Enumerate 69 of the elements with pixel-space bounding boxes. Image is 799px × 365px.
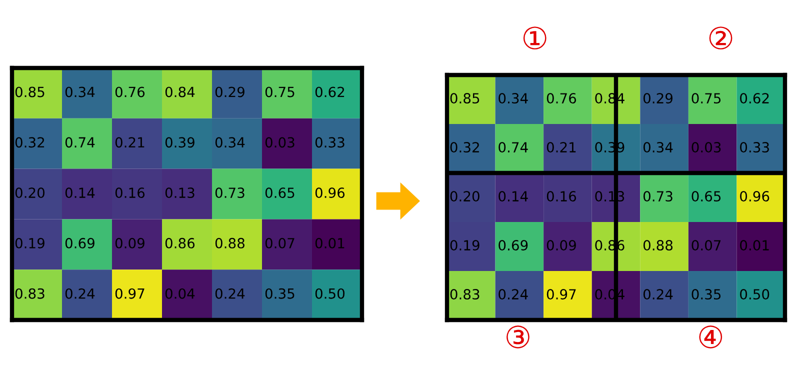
- text: ④: [699, 325, 722, 348]
- data-label: 0.19: [450, 240, 480, 251]
- data-label: 0.09: [115, 238, 144, 248]
- data-label: 0.13: [165, 188, 194, 198]
- data-label: 0.83: [450, 289, 480, 300]
- data-label: 0.97: [115, 288, 144, 299]
- data-label: 0.69: [498, 240, 528, 251]
- data-label: 0.14: [498, 191, 528, 202]
- data-label: 0.20: [15, 188, 44, 198]
- text: ①: [523, 26, 546, 50]
- data-label: 0.19: [15, 238, 44, 248]
- data-label: 0.69: [65, 238, 94, 248]
- data-label: 0.76: [115, 86, 145, 98]
- data-label: 0.35: [265, 288, 294, 299]
- data-label: 0.33: [315, 137, 344, 148]
- text: ②: [709, 26, 732, 50]
- data-label: 0.07: [265, 238, 294, 248]
- data-label: 0.24: [215, 288, 245, 299]
- data-label: 0.88: [643, 240, 673, 251]
- data-label: 0.03: [265, 137, 294, 148]
- data-label: 0.75: [265, 86, 294, 98]
- text: ③: [506, 325, 530, 348]
- data-label: 0.74: [498, 142, 528, 153]
- data-label: 0.04: [165, 288, 195, 299]
- data-label: 0.88: [215, 238, 244, 248]
- data-label: 0.03: [692, 142, 721, 153]
- data-label: 0.34: [643, 142, 673, 153]
- data-label: 0.01: [315, 238, 344, 248]
- data-label: 0.96: [740, 191, 770, 202]
- data-label: 0.86: [165, 238, 195, 248]
- data-label: 0.07: [692, 240, 721, 251]
- data-label: 0.50: [740, 289, 770, 300]
- data-label: 0.33: [740, 142, 769, 153]
- data-label: 0.29: [643, 93, 673, 104]
- data-label: 0.34: [215, 137, 245, 148]
- data-label: 0.75: [692, 93, 721, 104]
- data-label: 0.73: [643, 191, 672, 202]
- data-label: 0.97: [546, 289, 576, 300]
- data-label: 0.20: [450, 191, 480, 202]
- data-label: 0.16: [115, 188, 145, 198]
- data-label: 0.35: [692, 289, 721, 300]
- data-label: 0.62: [740, 93, 769, 104]
- data-label: 0.85: [15, 86, 44, 98]
- data-label: 0.73: [215, 188, 244, 198]
- data-label: 0.21: [115, 137, 144, 148]
- data-label: 0.96: [315, 188, 345, 198]
- data-label: 0.32: [15, 137, 44, 148]
- data-label: 0.34: [65, 86, 95, 98]
- data-label: 0.76: [546, 93, 576, 104]
- data-label: 0.50: [315, 288, 344, 299]
- data-label: 0.21: [546, 142, 576, 153]
- data-label: 0.16: [546, 191, 576, 202]
- data-label: 0.83: [15, 288, 44, 299]
- data-label: 0.65: [265, 188, 294, 198]
- data-label: 0.85: [450, 93, 480, 104]
- data-label: 0.09: [546, 240, 576, 251]
- data-label: 0.65: [692, 191, 721, 202]
- data-label: 0.24: [643, 289, 673, 300]
- data-label: 0.01: [740, 240, 769, 251]
- data-label: 0.24: [498, 289, 528, 300]
- data-label: 0.84: [165, 86, 195, 98]
- data-label: 0.29: [215, 86, 244, 98]
- data-label: 0.14: [65, 188, 95, 198]
- data-label: 0.34: [498, 93, 528, 104]
- data-label: 0.74: [65, 137, 95, 148]
- data-label: 0.32: [450, 142, 479, 153]
- data-label: 0.39: [165, 137, 194, 148]
- data-label: 0.24: [65, 288, 95, 299]
- data-label: 0.62: [315, 86, 344, 98]
